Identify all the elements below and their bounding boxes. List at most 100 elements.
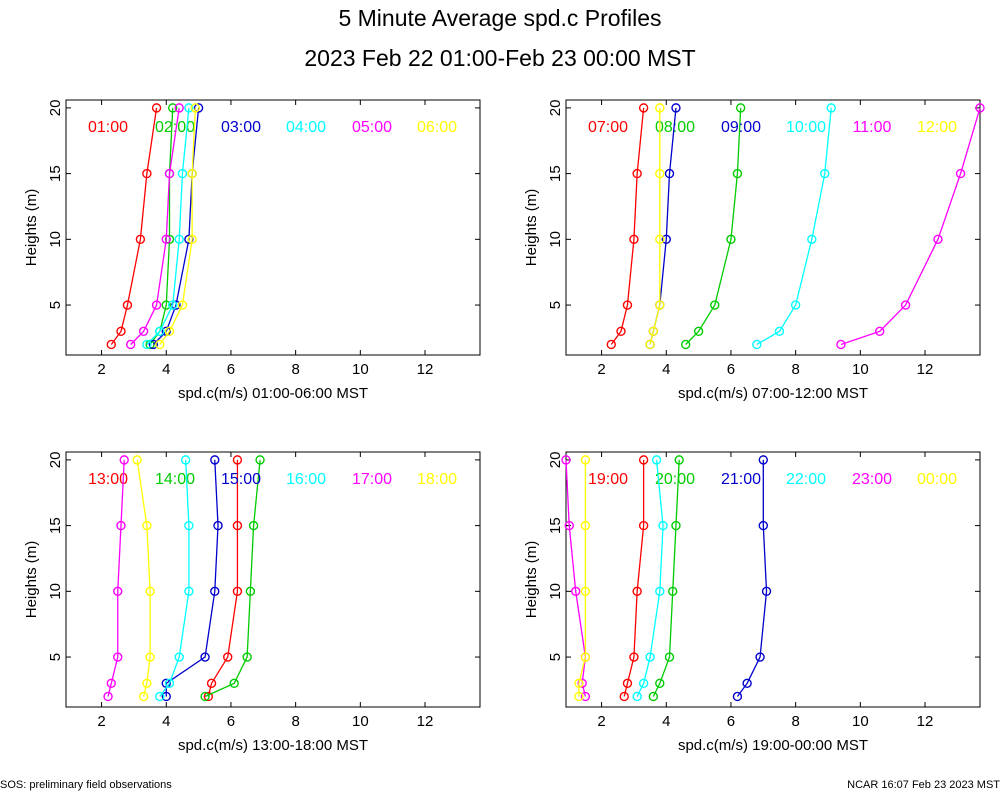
legend-label: 15:00 [221, 471, 261, 488]
y-tick-label: 15 [47, 165, 64, 182]
y-axis-label: Heights (m) [23, 189, 40, 267]
data-point [210, 455, 220, 465]
legend-label: 21:00 [721, 471, 761, 488]
data-point [155, 339, 165, 350]
series-07:00 [606, 103, 649, 350]
x-tick-label: 6 [227, 361, 235, 378]
x-tick-label: 12 [417, 361, 434, 378]
x-tick-label: 4 [662, 713, 670, 730]
legend-label: 12:00 [917, 119, 957, 136]
data-point [164, 234, 175, 245]
y-tick-label: 5 [547, 301, 564, 309]
data-point [155, 326, 165, 337]
y-tick-label: 20 [47, 452, 64, 469]
data-point [174, 652, 184, 662]
data-point [174, 103, 184, 113]
series-01:00 [106, 103, 162, 350]
series-05:00 [125, 103, 184, 350]
series-06:00 [155, 103, 201, 350]
series-18:00 [132, 455, 155, 702]
data-point [155, 691, 165, 702]
plot-frame [565, 99, 981, 356]
x-tick-label: 8 [291, 361, 299, 378]
footer-note: SOS: preliminary field observations [0, 779, 172, 791]
data-point [206, 678, 217, 689]
x-tick-label: 6 [227, 713, 235, 730]
data-point [807, 234, 817, 245]
legend-label: 22:00 [786, 471, 826, 488]
series-line [149, 107, 174, 345]
series-line [146, 107, 190, 345]
panel-4: 2 4 6 8 10 12 5 10 15 20 spd.c(m/s) 19:00-00:00 MS… [523, 451, 981, 754]
y-tick-label: 15 [47, 517, 64, 534]
data-point [742, 678, 752, 689]
data-point [664, 652, 675, 662]
x-axis-label: spd.c(m/s) 19:00-00:00 MST [678, 737, 868, 754]
data-point [661, 234, 671, 245]
data-point [203, 691, 214, 702]
x-tick-label: 10 [852, 361, 869, 378]
data-point [180, 455, 191, 465]
legend-label: 17:00 [352, 471, 392, 488]
data-point [245, 586, 256, 597]
x-tick-label: 4 [162, 713, 170, 730]
y-axis-label: Heights (m) [523, 189, 540, 267]
series-21:00 [732, 455, 772, 702]
data-point [161, 691, 171, 702]
y-tick-label: 5 [47, 653, 64, 661]
y-tick-label: 10 [547, 231, 564, 248]
panel-1: 2 4 6 8 10 12 5 10 15 20 spd.c(m/s) 01:00-06:00 MS… [23, 99, 481, 402]
data-point [606, 339, 616, 350]
legend-label: 08:00 [655, 119, 695, 136]
data-point [732, 691, 743, 702]
series-14:00 [200, 455, 265, 702]
series-02:00 [145, 103, 178, 350]
y-axis-label: Heights (m) [523, 541, 540, 619]
legend-label: 18:00 [417, 471, 457, 488]
data-point [580, 455, 591, 465]
series-16:00 [155, 455, 194, 702]
data-point [113, 652, 123, 662]
data-point [574, 678, 584, 689]
data-point [758, 455, 768, 465]
data-point [116, 326, 126, 337]
series-line [110, 107, 158, 345]
data-point [774, 326, 785, 337]
legend-label: 04:00 [286, 119, 326, 136]
data-point [174, 234, 184, 245]
x-tick-label: 12 [417, 713, 434, 730]
data-point [138, 691, 149, 702]
legend-label: 19:00 [588, 471, 628, 488]
data-point [638, 103, 649, 113]
data-point [200, 691, 210, 702]
data-point [113, 586, 123, 597]
data-point [655, 300, 665, 310]
x-tick-label: 10 [852, 713, 869, 730]
data-point [223, 652, 233, 662]
series-line [649, 107, 677, 345]
data-point [119, 455, 129, 465]
series-line [130, 107, 180, 345]
data-point [142, 168, 152, 179]
legend-label: 20:00 [655, 471, 695, 488]
series-line [578, 459, 587, 697]
legend-label: 16:00 [286, 471, 326, 488]
series-line [207, 459, 239, 697]
series-04:00 [142, 103, 194, 350]
data-point [125, 339, 136, 350]
data-point [632, 691, 642, 702]
data-point [638, 455, 649, 465]
series-19:00 [619, 455, 649, 702]
data-point [680, 339, 691, 350]
legend-label: 02:00 [155, 119, 195, 136]
y-tick-label: 10 [547, 583, 564, 600]
data-point [655, 678, 665, 689]
series-17:00 [103, 455, 129, 702]
data-point [229, 678, 239, 689]
data-point [629, 234, 639, 245]
data-point [820, 168, 830, 179]
series-line [610, 107, 645, 345]
data-point [184, 103, 194, 113]
data-point [106, 678, 116, 689]
